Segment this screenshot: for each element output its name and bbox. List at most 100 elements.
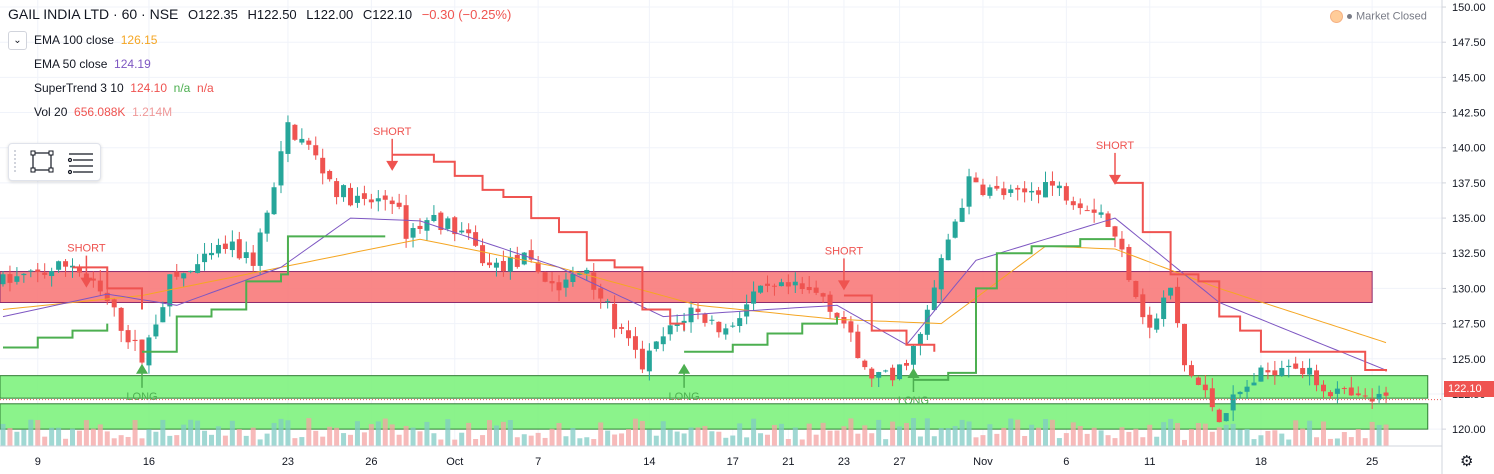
candle-body	[584, 269, 590, 274]
volume-bar	[264, 433, 270, 446]
volume-bar	[1202, 423, 1208, 446]
lines-tool-icon[interactable]	[67, 153, 94, 175]
candle-body	[1307, 367, 1313, 375]
y-tick-label: 150.00	[1452, 2, 1486, 14]
volume-bar	[1334, 438, 1340, 446]
rectangle-tool-icon[interactable]	[30, 150, 54, 173]
volume-bar	[49, 427, 55, 446]
candle-body	[862, 360, 868, 368]
candle-body	[1008, 189, 1014, 193]
volume-bar	[181, 424, 187, 446]
candle-body	[667, 325, 673, 335]
legend-value: 126.15	[120, 33, 158, 47]
volume-bar	[535, 432, 541, 446]
y-tick-label: 120.00	[1452, 424, 1486, 436]
volume-bar	[97, 424, 103, 446]
x-tick-label: 23	[282, 456, 294, 468]
volume-bar	[792, 427, 798, 446]
volume-bar	[931, 436, 937, 446]
volume-bar	[758, 433, 764, 446]
volume-bar	[209, 434, 214, 446]
candle-body	[549, 281, 555, 284]
candle-body	[1237, 391, 1243, 395]
candle-body	[1348, 387, 1354, 396]
candle-body	[632, 336, 638, 350]
candle-body	[1098, 212, 1104, 215]
volume-bar	[459, 432, 465, 446]
gear-icon[interactable]: ⚙	[1460, 453, 1474, 470]
long-arrow-icon	[678, 363, 691, 374]
volume-bar	[834, 430, 840, 446]
candle-body	[994, 185, 1000, 189]
legend-volume[interactable]: Vol 20 656.088K 1.214M	[34, 105, 172, 119]
x-tick-label: 16	[143, 456, 155, 468]
long-signal-label: LONG	[898, 395, 929, 407]
volume-bar	[1321, 421, 1326, 446]
volume-bar	[445, 419, 451, 446]
volume-bar	[542, 437, 548, 446]
volume-bar	[1056, 438, 1062, 446]
candle-body	[931, 287, 937, 311]
legend-supertrend[interactable]: SuperTrend 3 10 124.10 n/a n/a	[34, 81, 214, 95]
volume-bar	[153, 431, 159, 446]
long-arrow-icon	[136, 363, 148, 374]
legend-collapse-button[interactable]: ⌄	[8, 31, 27, 50]
y-tick-label: 132.50	[1452, 248, 1486, 260]
legend-label: EMA 100 close	[34, 33, 115, 47]
volume-bar	[35, 420, 41, 446]
candle-body	[243, 252, 249, 258]
legend-ema50[interactable]: EMA 50 close 124.19	[34, 57, 151, 71]
candle-body	[1202, 384, 1208, 391]
volume-bar	[980, 435, 986, 446]
candle-body	[1223, 413, 1229, 422]
candle-body	[56, 261, 62, 270]
volume-bar	[487, 420, 492, 446]
candle-body	[354, 195, 360, 203]
volume-bar	[890, 421, 896, 446]
volume-bar	[1383, 424, 1389, 446]
candle-body	[181, 273, 187, 279]
volume-bar	[521, 434, 527, 446]
candle-body	[445, 218, 451, 229]
volume-bar	[292, 438, 298, 446]
candle-body	[1300, 368, 1306, 375]
volume-bar	[1084, 433, 1090, 446]
volume-bar	[820, 422, 826, 446]
volume-bar	[1230, 423, 1236, 446]
volume-bar	[716, 431, 722, 446]
volume-bar	[577, 438, 583, 446]
volume-bar	[612, 434, 618, 446]
candle-body	[542, 272, 548, 282]
volume-bar	[1244, 428, 1250, 446]
y-tick-label: 142.50	[1452, 108, 1486, 120]
volume-bar	[1327, 438, 1333, 446]
volume-bar	[591, 439, 597, 446]
volume-bar	[660, 421, 666, 446]
volume-bar	[0, 423, 6, 446]
candle-body	[1334, 388, 1340, 394]
volume-bar	[14, 431, 20, 446]
candle-body	[125, 330, 131, 343]
volume-bar	[1077, 426, 1083, 446]
candle-body	[1341, 387, 1347, 390]
candle-body	[500, 260, 506, 272]
legend-ema100[interactable]: EMA 100 close 126.15	[34, 33, 157, 47]
volume-bar	[626, 429, 631, 446]
volume-bar	[1258, 435, 1264, 446]
volume-bar	[688, 427, 694, 446]
volume-bar	[646, 429, 652, 446]
candle-body	[1188, 365, 1194, 376]
volume-bar	[1376, 424, 1382, 446]
legend-value: 124.10	[130, 81, 167, 95]
candle-body	[1258, 367, 1264, 382]
candle-body	[716, 321, 722, 333]
candle-body	[1209, 388, 1215, 408]
symbol-title[interactable]: GAIL INDIA LTD · 60 · NSE	[8, 6, 179, 22]
volume-bar	[1168, 418, 1174, 446]
volume-bar	[1293, 420, 1299, 446]
candle-body	[695, 308, 701, 313]
y-tick-label: 125.00	[1452, 354, 1486, 366]
short-signal-label: SHORT	[373, 126, 412, 138]
candle-body	[42, 272, 48, 275]
